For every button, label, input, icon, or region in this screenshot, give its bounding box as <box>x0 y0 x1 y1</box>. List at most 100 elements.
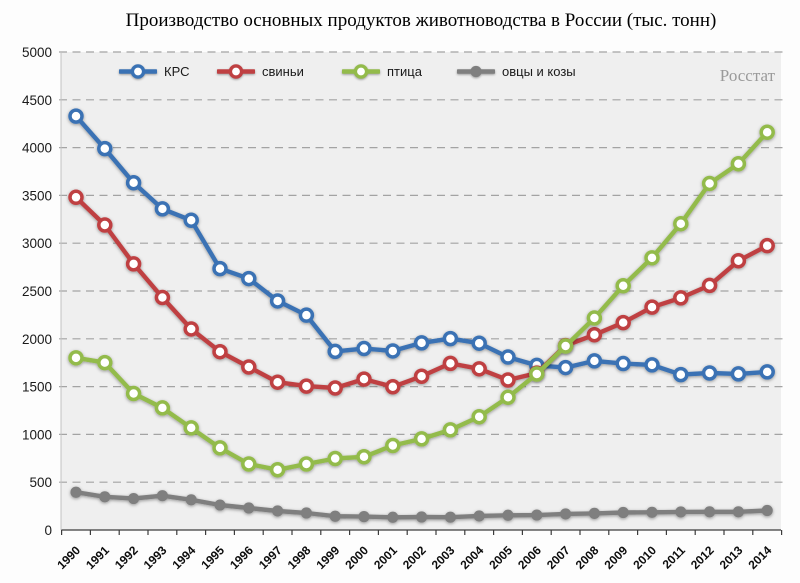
point-свиньи-2000 <box>356 371 372 387</box>
point-свиньи-2014 <box>759 237 775 254</box>
point-птица-1993 <box>154 400 171 416</box>
point-птица-2002 <box>413 431 430 447</box>
point-овцы-и-козы-2010 <box>646 506 658 518</box>
x-tick-label-2011: 2011 <box>660 543 689 572</box>
point-КРС-1995 <box>212 260 228 277</box>
x-tick-label-2001: 2001 <box>371 543 400 572</box>
point-овцы-и-козы-1990 <box>70 486 82 498</box>
legend-marker-icon <box>217 64 255 79</box>
x-tick-label-1996: 1996 <box>227 543 256 572</box>
y-tick-label-0: 0 <box>44 523 52 538</box>
series-3-овцы-и-козы <box>70 486 773 523</box>
point-овцы-и-козы-2014 <box>761 504 773 517</box>
y-tick-label-5000: 5000 <box>22 45 52 60</box>
point-птица-2000 <box>356 449 372 465</box>
y-tick-label-4500: 4500 <box>22 93 52 108</box>
point-птица-1991 <box>97 354 113 371</box>
point-КРС-2011 <box>673 366 689 383</box>
point-свиньи-2005 <box>500 372 516 388</box>
point-овцы-и-козы-1997 <box>272 505 284 517</box>
point-свиньи-2013 <box>730 253 747 269</box>
point-КРС-2012 <box>701 365 718 381</box>
legend-marker-icon <box>342 64 380 79</box>
y-tick-label-4000: 4000 <box>22 141 52 156</box>
point-овцы-и-козы-1992 <box>128 492 140 505</box>
point-КРС-2009 <box>615 355 631 372</box>
legend-label: свиньи <box>262 64 304 79</box>
point-птица-1999 <box>327 450 343 467</box>
point-овцы-и-козы-2006 <box>531 509 543 521</box>
point-КРС-1999 <box>327 343 343 360</box>
x-tick-label-1991: 1991 <box>83 543 112 572</box>
point-овцы-и-козы-2013 <box>732 506 745 518</box>
point-птица-2005 <box>500 389 516 406</box>
point-КРС-1996 <box>241 270 257 287</box>
point-КРС-1990 <box>68 108 84 124</box>
point-свиньи-2001 <box>385 379 401 395</box>
point-овцы-и-козы-2003 <box>444 511 456 523</box>
point-птица-2004 <box>471 408 487 425</box>
x-tick-label-2007: 2007 <box>544 543 573 572</box>
point-КРС-2003 <box>442 330 459 347</box>
point-птица-2001 <box>385 437 401 454</box>
point-КРС-1994 <box>183 212 199 229</box>
series-2-птица <box>68 124 775 478</box>
point-птица-2014 <box>759 124 775 140</box>
point-КРС-2014 <box>759 364 775 380</box>
series-1-свиньи <box>68 189 775 396</box>
point-овцы-и-козы-1998 <box>300 507 312 519</box>
legend-item-птица: птица <box>342 63 422 80</box>
point-КРС-2010 <box>644 357 660 373</box>
point-птица-1992 <box>125 385 142 402</box>
y-tick-label-1000: 1000 <box>22 427 52 442</box>
point-овцы-и-козы-2012 <box>704 506 716 518</box>
x-tick-label-2009: 2009 <box>602 543 631 572</box>
point-птица-1995 <box>212 440 228 456</box>
point-птица-2009 <box>615 277 631 294</box>
point-овцы-и-козы-1999 <box>329 510 341 522</box>
point-овцы-и-козы-2004 <box>473 510 485 522</box>
point-свиньи-2011 <box>673 290 689 306</box>
point-птица-2013 <box>730 156 747 172</box>
x-tick-label-2004: 2004 <box>458 543 487 572</box>
x-tick-label-1999: 1999 <box>314 543 343 572</box>
point-птица-2008 <box>586 310 603 326</box>
point-свиньи-1993 <box>154 289 171 306</box>
point-свиньи-1994 <box>183 321 199 337</box>
point-КРС-2005 <box>500 349 516 365</box>
point-птица-1997 <box>269 462 286 478</box>
y-tick-label-2000: 2000 <box>22 332 52 347</box>
source-label: Росстат <box>719 66 775 85</box>
point-свиньи-2008 <box>586 327 603 343</box>
point-свиньи-2002 <box>413 368 430 385</box>
point-свиньи-2010 <box>644 299 660 315</box>
point-птица-1998 <box>298 456 315 472</box>
point-КРС-2002 <box>413 335 430 351</box>
point-свиньи-1999 <box>327 380 343 396</box>
x-tick-label-2013: 2013 <box>717 543 746 572</box>
point-птица-1994 <box>183 420 199 436</box>
point-свиньи-1991 <box>97 217 113 233</box>
point-птица-2007 <box>557 338 574 354</box>
point-овцы-и-козы-2011 <box>675 506 687 518</box>
legend-marker-icon <box>457 65 495 78</box>
x-tick-label-1994: 1994 <box>170 543 199 572</box>
point-КРС-2007 <box>557 359 574 376</box>
point-птица-2003 <box>442 422 459 438</box>
legend-item-овцы-и-козы: овцы и козы <box>457 63 576 80</box>
point-птица-1990 <box>68 350 84 366</box>
legend-item-КРС: КРС <box>119 63 190 80</box>
point-птица-2012 <box>701 175 718 192</box>
point-КРС-2004 <box>471 335 487 351</box>
point-овцы-и-козы-1996 <box>243 502 255 514</box>
point-свиньи-1992 <box>125 256 142 272</box>
point-свиньи-2009 <box>615 314 631 331</box>
point-овцы-и-козы-2007 <box>560 508 572 520</box>
legend-label: птица <box>387 64 422 79</box>
point-свиньи-2003 <box>442 355 459 372</box>
y-tick-label-3000: 3000 <box>22 236 52 251</box>
x-tick-label-1997: 1997 <box>256 543 285 572</box>
point-овцы-и-козы-2001 <box>387 511 399 523</box>
